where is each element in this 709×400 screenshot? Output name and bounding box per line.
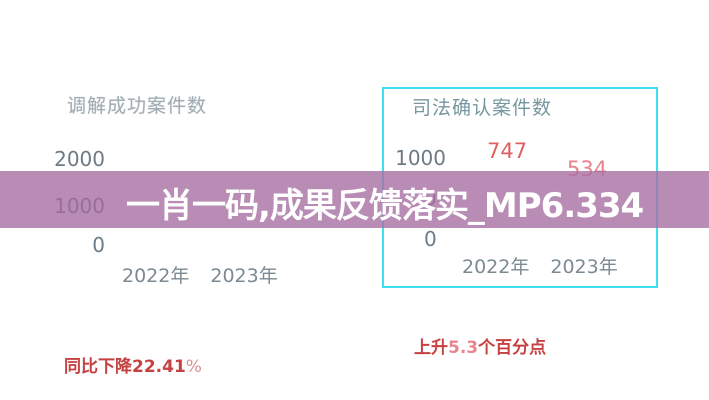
right-xtick-row: 2022年 2023年 <box>462 252 618 279</box>
left-chart-title: 调解成功案件数 <box>67 95 208 117</box>
right-xtick-2023: 2023年 <box>550 256 618 278</box>
right-ytick-0: 0 <box>424 227 437 251</box>
right-annotation: 上升5.3个百分点 <box>414 333 546 358</box>
data-label-2022: 747 <box>487 139 528 163</box>
right-chart-title: 司法确认案件数 <box>412 97 553 119</box>
overlay-banner <box>0 171 709 228</box>
left-annotation: 同比下降22.41% <box>64 352 202 377</box>
left-xtick-2022: 2022年 <box>122 265 190 287</box>
right-xtick-2022: 2022年 <box>462 256 530 278</box>
left-xtick-2023: 2023年 <box>210 265 278 287</box>
left-ytick-0: 0 <box>92 233 105 257</box>
left-ytick-2000: 2000 <box>54 147 105 171</box>
overlay-banner-headline: 一肖一码,成果反馈落实_MP6.334 <box>126 186 644 226</box>
right-ytick-1000: 1000 <box>395 146 446 170</box>
right-annotation-suffix: 个百分点 <box>478 338 547 358</box>
right-annotation-prefix: 上升 <box>414 338 448 358</box>
right-annotation-value: 5.3 <box>448 338 479 358</box>
left-xtick-row: 2022年 2023年 <box>122 261 278 288</box>
left-annotation-text: 同比下降22.41 <box>64 357 186 377</box>
left-annotation-percent-sign: % <box>185 357 202 377</box>
